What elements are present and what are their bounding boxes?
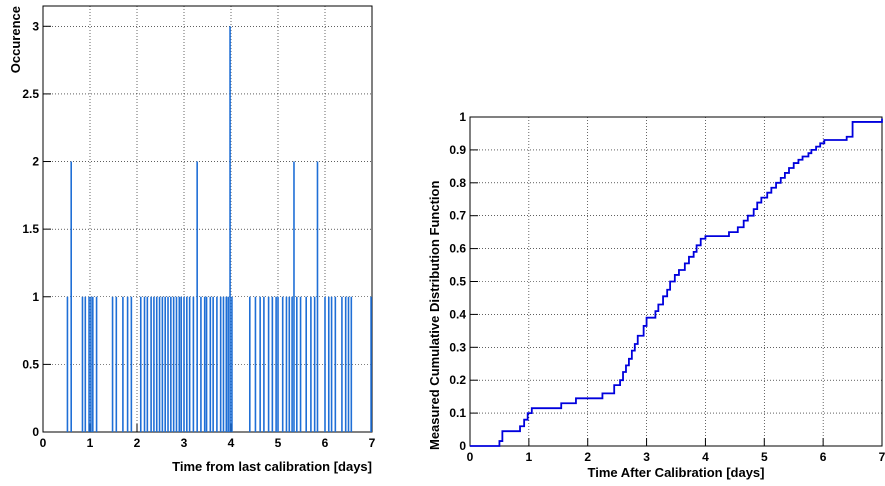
x-tick-label: 3 xyxy=(181,436,188,450)
y-tick-label: 2 xyxy=(32,155,39,169)
x-tick-label: 4 xyxy=(702,450,709,464)
y-axis-label: Occurence xyxy=(8,6,23,73)
plot-frame xyxy=(469,116,883,447)
x-tick-label: 7 xyxy=(369,436,376,450)
x-tick-label: 6 xyxy=(820,450,827,464)
y-tick-label: 0.6 xyxy=(449,242,466,256)
x-tick-label: 5 xyxy=(275,436,282,450)
cdf-step-line xyxy=(470,118,883,447)
y-tick-label: 0.9 xyxy=(449,143,466,157)
cdf-panel: 0 1 2 3 4 5 6 7 0 0.1 0.2 0.3 0.4 0.5 0.6 0.7 0.8 0.9 1 Tim… xyxy=(427,110,885,480)
x-tick-label: 1 xyxy=(87,436,94,450)
plot-frame xyxy=(42,5,373,433)
y-tick-label: 0 xyxy=(459,439,466,453)
y-tick-label: 1.5 xyxy=(22,222,39,236)
x-tick-label: 2 xyxy=(584,450,591,464)
x-tick-label: 2 xyxy=(134,436,141,450)
y-tick-label: 1 xyxy=(459,110,466,124)
x-tick-label: 6 xyxy=(322,436,329,450)
histogram-panel: 0 1 2 3 4 5 6 7 0 0.5 1 1.5 2 2.5 3 Time from last cali… xyxy=(8,5,376,474)
y-tick-label: 2.5 xyxy=(22,87,39,101)
y-axis-label: Measured Cumulative Distribution Functio… xyxy=(427,181,442,450)
x-tick-label: 1 xyxy=(526,450,533,464)
x-tick-label: 3 xyxy=(643,450,650,464)
x-tick-label: 7 xyxy=(879,450,885,464)
histogram-bars xyxy=(66,26,372,432)
y-tick-label: 1 xyxy=(32,290,39,304)
y-tick-label: 0.2 xyxy=(449,373,466,387)
y-tick-label: 0.3 xyxy=(449,340,466,354)
x-axis-label: Time from last calibration [days] xyxy=(172,459,372,474)
x-tick-label: 4 xyxy=(228,436,235,450)
y-tick-label: 0.5 xyxy=(22,357,39,371)
x-tick-label: 5 xyxy=(761,450,768,464)
y-tick-label: 0.4 xyxy=(449,307,466,321)
x-tick-label: 0 xyxy=(467,450,474,464)
y-tick-label: 0 xyxy=(32,425,39,439)
y-tick-label: 0.1 xyxy=(449,406,466,420)
y-tick-label: 0.7 xyxy=(449,209,466,223)
y-tick-label: 0.5 xyxy=(449,275,466,289)
y-tick-label: 3 xyxy=(32,19,39,33)
y-tick-label: 0.8 xyxy=(449,176,466,190)
x-tick-label: 0 xyxy=(40,436,47,450)
x-axis-label: Time After Calibration [days] xyxy=(588,465,765,480)
